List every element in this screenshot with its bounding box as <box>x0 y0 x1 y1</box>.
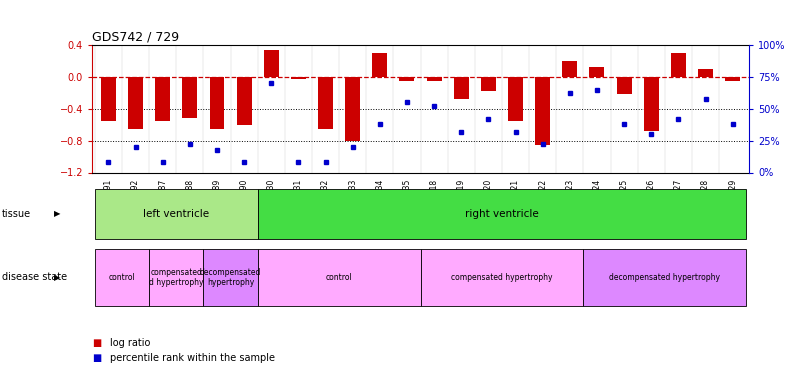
Bar <box>427 77 441 81</box>
Text: percentile rank within the sample: percentile rank within the sample <box>110 353 275 363</box>
Bar <box>617 77 631 94</box>
Bar <box>671 53 686 77</box>
Text: control: control <box>326 273 352 282</box>
Bar <box>535 77 550 145</box>
Bar <box>149 249 203 306</box>
Bar <box>258 189 747 239</box>
Bar <box>508 77 523 121</box>
Bar <box>698 69 713 77</box>
Bar <box>291 77 306 79</box>
Bar <box>264 50 279 77</box>
Text: ▶: ▶ <box>54 273 61 282</box>
Text: compensated
d hypertrophy: compensated d hypertrophy <box>149 268 203 287</box>
Bar <box>95 189 258 239</box>
Text: decompensated hypertrophy: decompensated hypertrophy <box>610 273 720 282</box>
Bar <box>155 77 170 121</box>
Text: right ventricle: right ventricle <box>465 209 539 219</box>
Bar <box>183 77 197 118</box>
Bar <box>128 77 143 129</box>
Bar <box>421 249 583 306</box>
Bar <box>481 77 496 91</box>
Text: ■: ■ <box>92 338 102 348</box>
Bar <box>258 249 421 306</box>
Bar <box>583 249 747 306</box>
Text: log ratio: log ratio <box>110 338 150 348</box>
Text: ■: ■ <box>92 353 102 363</box>
Bar <box>345 77 360 141</box>
Bar <box>203 249 258 306</box>
Text: decompensated
hypertrophy: decompensated hypertrophy <box>199 268 261 287</box>
Bar <box>372 53 387 77</box>
Text: control: control <box>109 273 135 282</box>
Bar <box>318 77 333 129</box>
Text: compensated hypertrophy: compensated hypertrophy <box>451 273 553 282</box>
Bar <box>562 61 578 77</box>
Bar <box>95 249 149 306</box>
Bar <box>236 77 252 125</box>
Bar <box>644 77 658 131</box>
Text: ▶: ▶ <box>54 209 61 218</box>
Text: GDS742 / 729: GDS742 / 729 <box>92 31 179 44</box>
Bar <box>400 77 414 81</box>
Text: disease state: disease state <box>2 273 66 282</box>
Bar <box>210 77 224 129</box>
Text: left ventricle: left ventricle <box>143 209 209 219</box>
Bar <box>101 77 116 121</box>
Bar <box>590 68 605 77</box>
Bar <box>725 77 740 81</box>
Text: tissue: tissue <box>2 209 30 219</box>
Bar <box>454 77 469 99</box>
